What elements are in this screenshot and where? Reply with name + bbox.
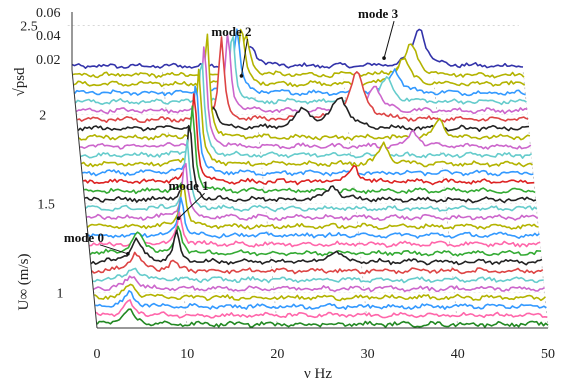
annotation-label: mode 3	[358, 6, 399, 21]
z-tick-label: 0.06	[36, 6, 61, 21]
series-line-1.75	[80, 62, 533, 159]
annotation-label: mode 0	[64, 230, 104, 245]
series-occlusion	[73, 29, 525, 88]
z-tick-label: 0.04	[36, 29, 61, 44]
series-line-1.30	[87, 196, 540, 239]
series-line-1.40	[86, 162, 539, 221]
series-line-1.20	[89, 225, 542, 257]
annotation-label: mode 1	[169, 178, 209, 193]
series-line-0.80	[96, 308, 549, 328]
series-line-1.85	[78, 33, 531, 141]
annotation-arrowhead	[382, 56, 386, 60]
x-tick-label: 10	[180, 347, 194, 362]
annotation-arrowhead	[176, 216, 181, 221]
series-occlusion	[94, 284, 546, 302]
x-axis-label: ν Hz	[304, 366, 332, 382]
series-line-1.90	[77, 96, 530, 132]
series-line-2.25	[71, 28, 524, 69]
u-axis-label: U∞ (m/s)	[16, 254, 32, 311]
u-tick-label: 2.5	[20, 20, 38, 35]
axes: 0 10 20 30 40 50 1 1.5 2 2.50.06 0.04 0.02 ν Hz U∞ (m…	[12, 6, 555, 382]
series-line-1.60	[82, 93, 535, 186]
series-line-0.90	[95, 290, 547, 310]
u-axis-line	[71, 69, 98, 329]
u-tick-label: 1.5	[37, 197, 55, 212]
z-tick-label: 0.02	[36, 53, 61, 68]
series-line-0.95	[93, 283, 546, 302]
series-line-1.05	[92, 267, 544, 284]
series-line-1.35	[86, 184, 539, 230]
mode-annotations: mode 0 mode 1 mode 2 mode 3	[64, 6, 399, 256]
series-line-1.45	[85, 139, 538, 213]
annotation-arrow	[240, 38, 248, 76]
u-tick-label: 2	[39, 108, 46, 123]
x-tick-label: 20	[270, 347, 284, 362]
series-line-1.15	[90, 229, 543, 266]
series-line-0.85	[95, 299, 548, 319]
x-tick-label: 0	[94, 347, 101, 362]
series-line-1.50	[84, 124, 537, 204]
series-line-1.80	[79, 46, 532, 150]
series-line-2.15	[73, 28, 526, 88]
series-line-1.25	[89, 211, 541, 248]
annotation-arrowhead	[126, 252, 130, 256]
spectrum-series	[71, 28, 549, 328]
series-line-1.65	[82, 85, 534, 177]
series-occlusion	[84, 106, 536, 195]
annotation-arrow	[383, 20, 395, 59]
series-line-2.05	[74, 35, 527, 106]
annotation-arrow	[99, 244, 129, 255]
series-line-1.10	[91, 251, 544, 275]
series-occlusion	[78, 97, 529, 133]
series-line-1.55	[83, 105, 536, 195]
x-tick-label: 30	[361, 347, 375, 362]
annotation-arrow	[178, 192, 205, 219]
u-tick-label: 1	[57, 286, 64, 301]
z-axis-label: √psd	[12, 67, 28, 97]
annotation-arrowhead	[239, 74, 244, 78]
annotation-label: mode 2	[211, 24, 251, 39]
x-tick-label: 40	[451, 347, 465, 362]
series-line-1.00	[93, 275, 545, 293]
series-line-2.20	[72, 34, 525, 79]
x-tick-label: 50	[541, 347, 555, 362]
series-line-1.70	[81, 68, 533, 168]
series-occlusion	[96, 299, 548, 320]
series-occlusion	[79, 47, 531, 151]
series-line-2.10	[73, 28, 526, 97]
series-occlusion	[87, 184, 539, 231]
series-occlusion	[72, 35, 524, 79]
